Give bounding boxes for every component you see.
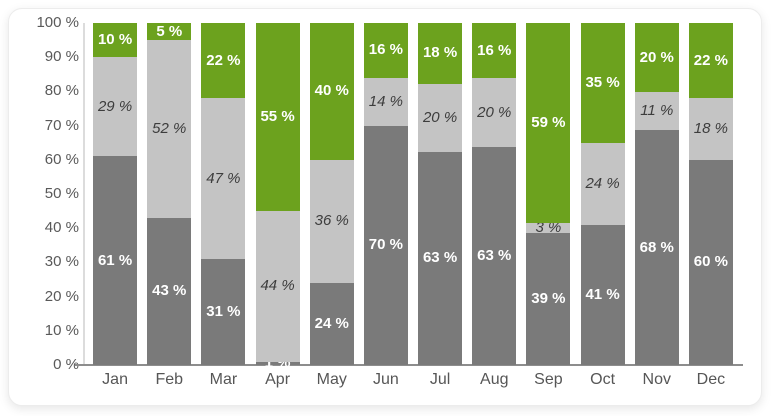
- segment-value-label: 47 %: [206, 169, 241, 187]
- bar-segment-bottom-dark-gray[interactable]: 31 %: [201, 258, 246, 365]
- segment-value-label: 55 %: [260, 108, 295, 126]
- segment-value-label: 10 %: [97, 31, 133, 49]
- segment-value-label: 63 %: [422, 249, 458, 267]
- bar-segment-bottom-dark-gray[interactable]: 43 %: [147, 217, 192, 365]
- chart-card: 100 % 90 % 80 % 70 % 60 % 50 % 40 % 30 % 20 % 10 …: [8, 8, 762, 406]
- x-axis-label: Oct: [590, 371, 616, 388]
- bar-segment-bottom-dark-gray[interactable]: 1 %: [255, 355, 300, 371]
- bar-segment-top-green[interactable]: 59 %: [526, 23, 571, 223]
- segment-value-label: 14 %: [368, 92, 403, 110]
- x-axis-label: Nov: [642, 371, 671, 388]
- segment-value-label: 3 %: [535, 218, 562, 236]
- bar-segment-middle-light-gray[interactable]: 20 %: [472, 78, 517, 148]
- y-axis-tick-label: 70 %: [44, 116, 79, 134]
- segment-value-label: 20 %: [639, 48, 674, 66]
- x-axis-label: Feb: [155, 371, 184, 388]
- bar-segment-top-green[interactable]: 5 %: [147, 22, 192, 41]
- x-axis-label: Jun: [373, 371, 399, 388]
- segment-value-label: 35 %: [585, 73, 620, 91]
- y-axis-tick-label: 40 %: [44, 219, 79, 237]
- segment-value-label: 40 %: [314, 82, 349, 100]
- segment-value-label: 44 %: [260, 277, 295, 295]
- bar-segment-middle-light-gray[interactable]: 14 %: [363, 77, 408, 126]
- segment-value-label: 16 %: [477, 41, 512, 59]
- x-axis-label: May: [316, 371, 347, 388]
- bar-segment-top-green[interactable]: 55 %: [255, 23, 300, 212]
- bar-segment-middle-light-gray[interactable]: 47 %: [201, 98, 246, 259]
- y-axis-tick-label: 10 %: [44, 321, 79, 339]
- y-axis-tick-label: 30 %: [44, 253, 79, 271]
- bar-segment-top-green[interactable]: 10 %: [93, 23, 138, 58]
- y-axis-line: [83, 23, 85, 365]
- bar-segment-middle-light-gray[interactable]: 29 %: [93, 57, 138, 157]
- x-axis-label: Jan: [102, 371, 128, 388]
- segment-value-label: 43 %: [152, 282, 187, 300]
- x-axis-label: Sep: [534, 371, 563, 388]
- x-axis-label: Jul: [429, 371, 451, 388]
- x-axis-label: Aug: [480, 371, 509, 388]
- segment-value-label: 70 %: [368, 236, 403, 254]
- segment-value-label: 18 %: [693, 120, 728, 137]
- x-axis-line: [75, 364, 743, 366]
- bar-segment-middle-light-gray[interactable]: 44 %: [255, 211, 300, 362]
- segment-value-label: 11 %: [640, 102, 674, 120]
- bar-segment-bottom-dark-gray[interactable]: 24 %: [309, 282, 354, 365]
- y-axis-tick-label: 50 %: [44, 185, 79, 202]
- y-axis-tick-label: 90 %: [44, 48, 79, 66]
- bar-segment-top-green[interactable]: 35 %: [580, 23, 625, 143]
- bar-segment-top-green[interactable]: 22 %: [201, 23, 246, 99]
- bar-segment-top-green[interactable]: 16 %: [472, 23, 517, 79]
- bar-segment-bottom-dark-gray[interactable]: 68 %: [634, 130, 679, 365]
- x-axis-label: Dec: [696, 371, 726, 388]
- segment-value-label: 24 %: [585, 174, 620, 192]
- bar-segment-bottom-dark-gray[interactable]: 41 %: [580, 224, 625, 365]
- segment-value-label: 68 %: [639, 238, 674, 256]
- bar-segment-bottom-dark-gray[interactable]: 70 %: [363, 125, 408, 365]
- bar-segment-top-green[interactable]: 40 %: [309, 23, 354, 160]
- segment-value-label: 41 %: [585, 285, 620, 303]
- segment-value-label: 31 %: [206, 302, 241, 320]
- segment-value-label: 59 %: [531, 113, 566, 131]
- segment-value-label: 5 %: [156, 22, 183, 40]
- segment-value-label: 22 %: [206, 51, 241, 69]
- x-axis-label: Apr: [265, 371, 291, 388]
- x-axis-label: Mar: [209, 371, 238, 388]
- bar-segment-middle-light-gray[interactable]: 11 %: [634, 92, 679, 131]
- segment-value-label: 18 %: [422, 44, 458, 62]
- y-axis-tick-label: 100 %: [36, 14, 79, 31]
- segment-value-label: 63 %: [477, 247, 512, 265]
- segment-value-label: 22 %: [693, 51, 728, 69]
- bar-segment-bottom-dark-gray[interactable]: 63 %: [418, 151, 463, 365]
- plot-area: 100 % 90 % 80 % 70 % 60 % 50 % 40 % 30 % 20 % 10 …: [9, 9, 761, 405]
- bar-segment-top-green[interactable]: 18 %: [418, 23, 463, 84]
- bar-segment-middle-light-gray[interactable]: 18 %: [688, 98, 733, 160]
- bar-segment-middle-light-gray[interactable]: 24 %: [580, 142, 625, 225]
- bar-segment-bottom-dark-gray[interactable]: 60 %: [688, 159, 733, 365]
- y-axis-tick-label: 0 %: [53, 356, 79, 373]
- bar-segment-middle-light-gray[interactable]: 3 %: [526, 218, 571, 236]
- bar-segment-middle-light-gray[interactable]: 20 %: [418, 83, 463, 152]
- bar-segment-middle-light-gray[interactable]: 52 %: [147, 40, 192, 218]
- bar-segment-bottom-dark-gray[interactable]: 63 %: [472, 147, 517, 365]
- bar-segment-top-green[interactable]: 16 %: [363, 23, 408, 78]
- segment-value-label: 24 %: [314, 314, 349, 332]
- segment-value-label: 20 %: [422, 108, 458, 126]
- segment-value-label: 36 %: [314, 212, 349, 230]
- segment-value-label: 16 %: [368, 41, 403, 59]
- bar-segment-top-green[interactable]: 20 %: [634, 23, 679, 93]
- segment-value-label: 60 %: [693, 253, 728, 271]
- segment-value-label: 29 %: [97, 97, 133, 115]
- y-axis-tick-label: 80 %: [44, 82, 79, 100]
- segment-value-label: 39 %: [531, 289, 566, 307]
- segment-value-label: 20 %: [477, 103, 512, 121]
- y-axis-tick-label: 60 %: [44, 150, 79, 168]
- segment-value-label: 61 %: [97, 251, 133, 269]
- y-axis-tick-label: 20 %: [44, 287, 79, 305]
- bar-segment-bottom-dark-gray[interactable]: 61 %: [93, 156, 138, 365]
- bar-segment-top-green[interactable]: 22 %: [688, 23, 733, 99]
- segment-value-label: 52 %: [152, 120, 187, 137]
- bar-segment-middle-light-gray[interactable]: 36 %: [309, 159, 354, 283]
- bar-segment-bottom-dark-gray[interactable]: 39 %: [526, 232, 571, 365]
